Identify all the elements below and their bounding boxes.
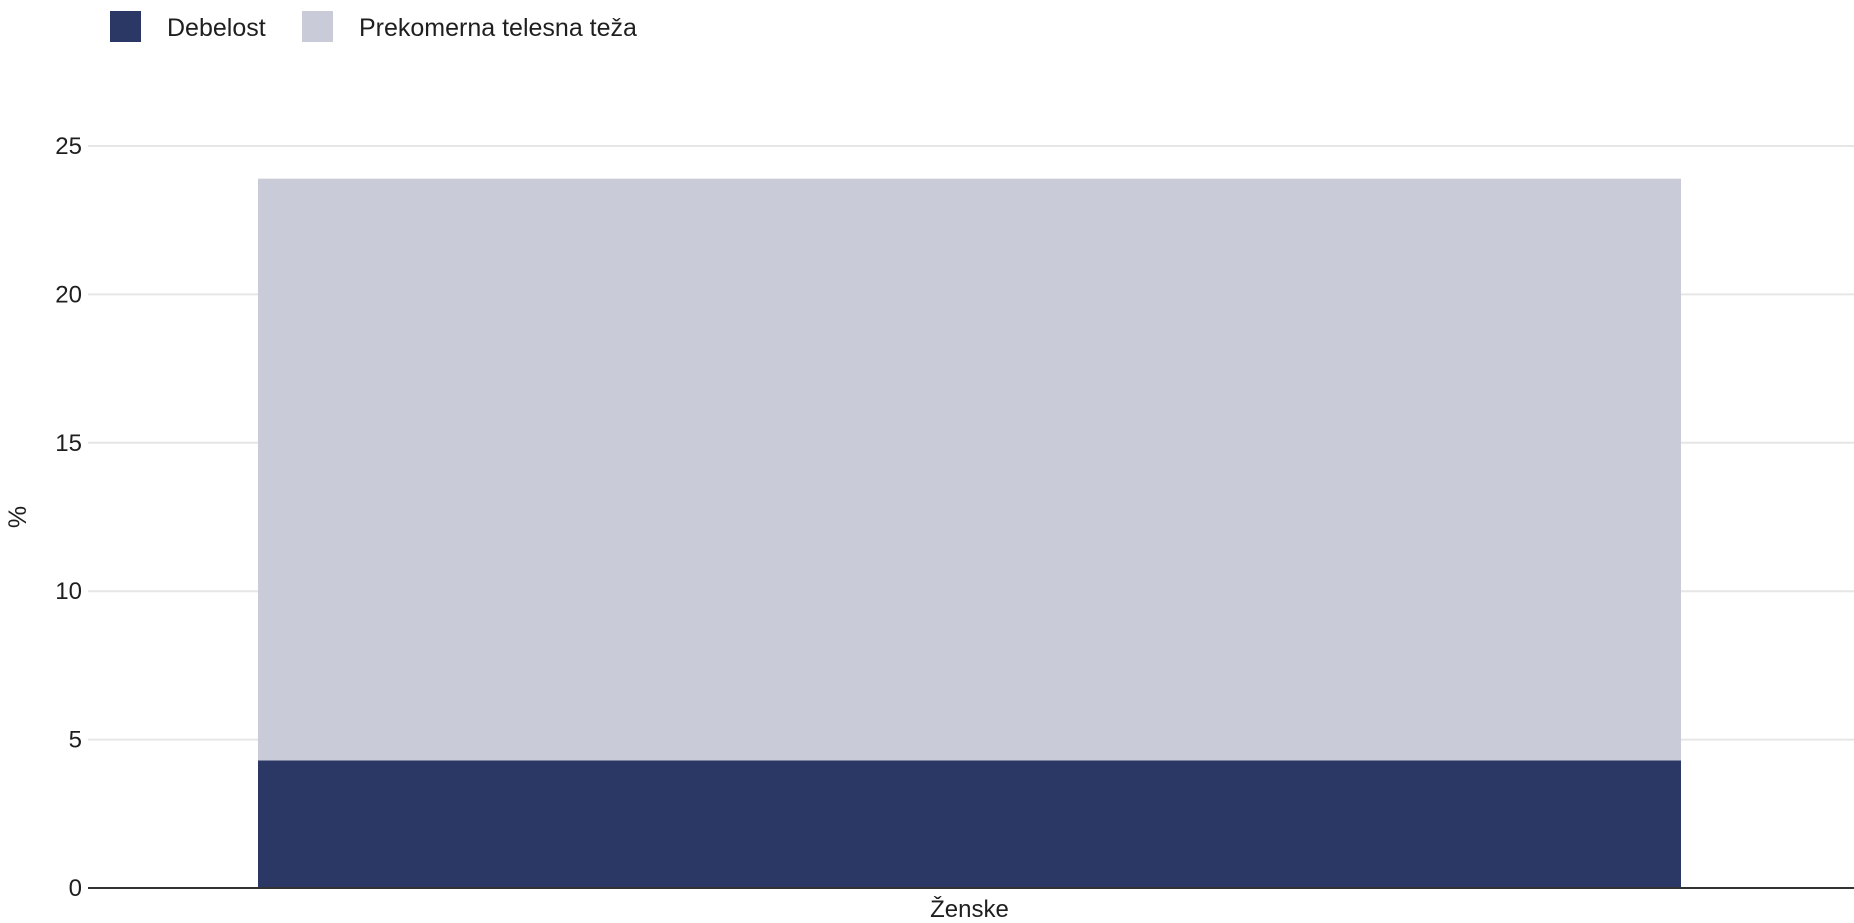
y-tick-label: 10 <box>55 578 82 605</box>
y-tick-label: 25 <box>55 133 82 160</box>
bar-segments <box>258 178 1681 888</box>
legend-swatch-2 <box>302 11 333 42</box>
y-axis-ticks: 0 5 10 15 20 25 <box>55 133 82 902</box>
legend-swatch-1 <box>110 11 141 42</box>
bar-segment-1 <box>258 760 1681 888</box>
y-tick-label: 5 <box>69 727 82 754</box>
y-tick-label: 15 <box>55 430 82 457</box>
x-tick-label: Ženske <box>930 896 1009 923</box>
y-tick-label: 20 <box>55 281 82 308</box>
y-axis-title: % <box>4 506 32 528</box>
x-axis-ticks: Ženske <box>930 896 1009 923</box>
y-tick-label: 0 <box>69 875 82 902</box>
legend: Debelost Prekomerna telesna teža <box>110 11 637 42</box>
legend-label-2: Prekomerna telesna teža <box>359 14 637 42</box>
bar-segment-2 <box>258 178 1681 761</box>
legend-label-1: Debelost <box>167 14 266 42</box>
